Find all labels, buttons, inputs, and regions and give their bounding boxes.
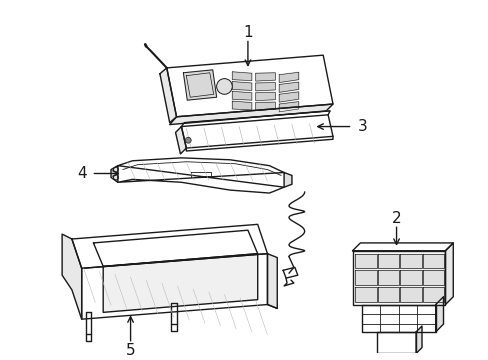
Polygon shape [355,270,376,285]
Polygon shape [445,243,452,305]
Polygon shape [72,224,267,268]
Polygon shape [103,254,257,312]
Polygon shape [85,312,91,334]
Polygon shape [255,82,275,91]
Polygon shape [232,82,251,90]
Polygon shape [400,254,421,268]
Polygon shape [400,270,421,285]
Circle shape [216,78,232,94]
Polygon shape [415,326,421,354]
Polygon shape [232,72,251,81]
Polygon shape [111,166,118,182]
Polygon shape [400,287,421,302]
Polygon shape [376,332,415,354]
Polygon shape [93,230,257,266]
Polygon shape [62,234,81,319]
Polygon shape [435,297,443,332]
Text: 4: 4 [77,166,86,181]
Polygon shape [279,102,298,112]
Polygon shape [267,254,277,309]
Circle shape [185,137,191,143]
Polygon shape [255,92,275,101]
Polygon shape [232,91,251,100]
Polygon shape [352,243,452,251]
Polygon shape [118,158,284,193]
Polygon shape [283,267,297,278]
Polygon shape [279,92,298,102]
Polygon shape [377,254,399,268]
Polygon shape [422,270,444,285]
Polygon shape [169,104,332,125]
Polygon shape [81,254,267,319]
Text: 5: 5 [125,343,135,358]
Polygon shape [352,251,445,305]
Polygon shape [377,270,399,285]
Polygon shape [170,302,176,324]
Polygon shape [255,102,275,111]
Polygon shape [355,254,376,268]
Polygon shape [284,172,291,187]
Polygon shape [166,55,332,117]
Polygon shape [255,73,275,81]
Polygon shape [362,305,435,332]
Polygon shape [422,287,444,302]
Polygon shape [183,70,216,100]
Polygon shape [377,287,399,302]
Polygon shape [355,287,376,302]
Text: 2: 2 [391,211,401,226]
Polygon shape [422,254,444,268]
Polygon shape [175,127,186,154]
Polygon shape [160,68,176,123]
Polygon shape [232,101,251,110]
Polygon shape [279,82,298,92]
Text: 1: 1 [243,25,252,40]
Polygon shape [279,72,298,82]
Polygon shape [181,115,332,148]
Text: 3: 3 [357,119,366,134]
